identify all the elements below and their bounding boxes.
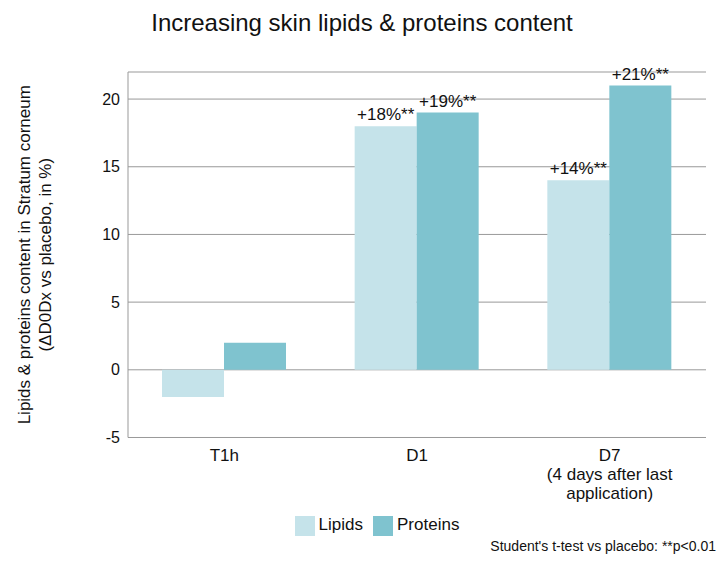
svg-text:-5: -5 — [106, 429, 120, 446]
html-text:Student's t-test vs placebo: *: Student's t-test vs placebo: **p<0.01 — [490, 538, 716, 554]
svg-text:+19%**: +19%** — [419, 92, 477, 111]
svg-text:15: 15 — [102, 158, 120, 175]
html-text:Lipids: Lipids — [318, 515, 363, 535]
svg-text:20: 20 — [102, 91, 120, 108]
svg-text:Lipids & proteins content in S: Lipids & proteins content in Stratum cor… — [15, 85, 55, 424]
html-text:Proteins: Proteins — [397, 515, 460, 535]
svg-text:10: 10 — [102, 226, 120, 243]
svg-text:+18%**: +18%** — [357, 105, 415, 124]
svg-text:0: 0 — [111, 361, 120, 378]
svg-text:D1: D1 — [406, 446, 428, 465]
svg-text:5: 5 — [111, 294, 120, 311]
svg-text:+21%**: +21%** — [612, 65, 670, 84]
svg-text:+14%**: +14%** — [550, 159, 608, 178]
svg-text:D7(4 days after lastapplicatio: D7(4 days after lastapplication) — [547, 446, 673, 503]
svg-text:T1h: T1h — [210, 446, 239, 465]
html-text:Increasing skin lipids & prote: Increasing skin lipids & proteins conten… — [151, 9, 573, 36]
